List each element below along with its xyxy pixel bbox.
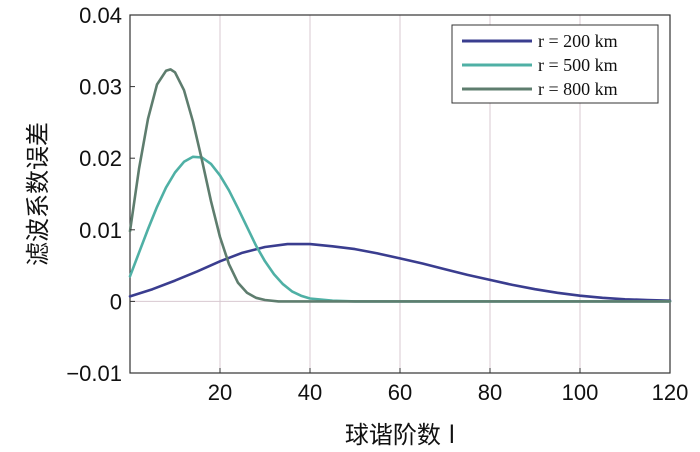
- x-tick-label: 60: [388, 380, 412, 405]
- x-axis-label: 球谐阶数 l: [345, 421, 455, 449]
- y-tick-label: 0.04: [79, 3, 122, 28]
- x-tick-label: 20: [208, 380, 232, 405]
- y-axis-label: 滤波系数误差: [24, 122, 52, 266]
- series-line-1: [128, 242, 672, 303]
- x-tick-label: 40: [298, 380, 322, 405]
- y-tick-label: 0: [110, 289, 122, 314]
- y-tick-label: 0.01: [79, 218, 122, 243]
- x-tick-label: 100: [562, 380, 599, 405]
- legend-label: r = 500 km: [538, 55, 618, 75]
- series-layer: [128, 68, 672, 303]
- legend: r = 200 km r = 500 km r = 800 km: [451, 24, 659, 104]
- y-tick-label: 0.02: [79, 146, 122, 171]
- y-axis: −0.01 0 0.01 0.02 0.03 0.04: [66, 3, 135, 386]
- y-tick-label: −0.01: [66, 361, 122, 386]
- series-line-3: [128, 68, 672, 303]
- y-tick-label: 0.03: [79, 75, 122, 100]
- x-tick-label: 120: [652, 380, 689, 405]
- x-axis: 20 40 60 80 100 120: [208, 368, 689, 405]
- x-tick-label: 80: [478, 380, 502, 405]
- legend-label: r = 200 km: [538, 31, 618, 51]
- legend-label: r = 800 km: [538, 79, 618, 99]
